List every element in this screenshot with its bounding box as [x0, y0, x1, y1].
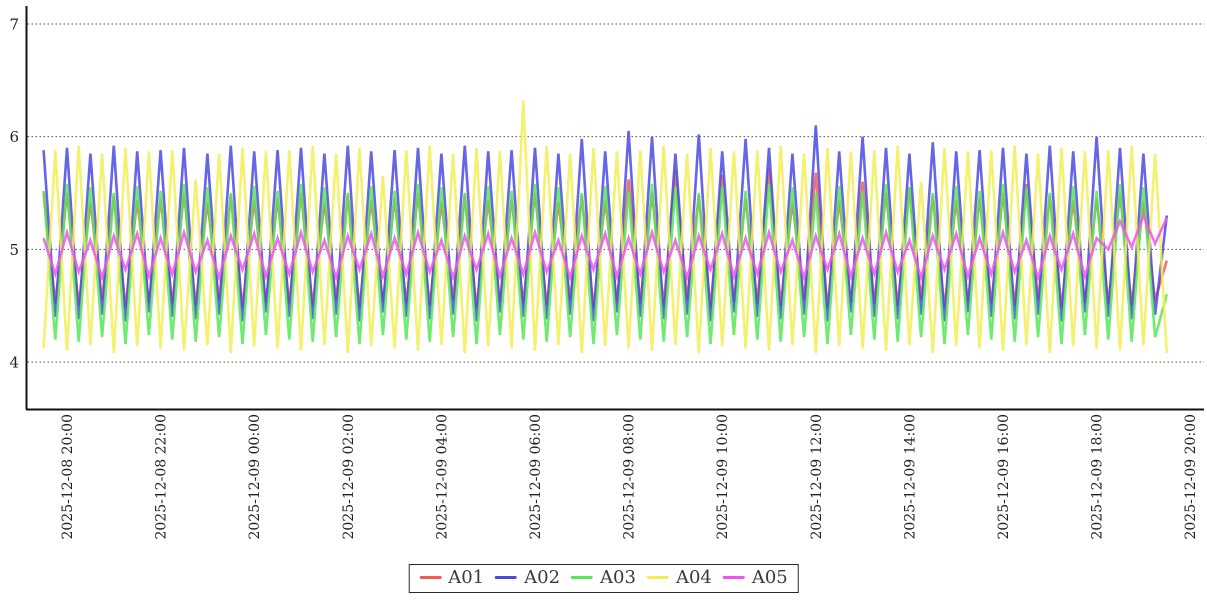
x-tick-label: 2025-12-09 00:00: [247, 414, 263, 540]
legend-label-a03: A03: [600, 567, 636, 588]
legend-swatch-a02: [495, 575, 518, 580]
legend-swatch-a05: [722, 575, 745, 580]
legend-label-a02: A02: [524, 567, 561, 588]
x-tick-label: 2025-12-09 18:00: [1090, 414, 1106, 540]
x-tick-label: 2025-12-08 20:00: [60, 414, 76, 540]
x-tick-label: 2025-12-09 14:00: [902, 414, 918, 540]
x-tick-label: 2025-12-09 10:00: [715, 414, 731, 540]
legend-swatch-a04: [646, 575, 669, 580]
x-tick-label: 2025-12-09 12:00: [809, 414, 825, 540]
series-line-a04: [42, 100, 1169, 354]
legend-item-a01: A01: [419, 567, 484, 588]
x-tick-label: 2025-12-09 16:00: [996, 414, 1012, 540]
series-line-a03: [42, 183, 1169, 345]
legend-item-a05: A05: [722, 567, 788, 588]
legend-item-a04: A04: [646, 567, 712, 588]
legend-label-a05: A05: [751, 567, 788, 588]
y-tick-label: 4: [9, 354, 19, 372]
x-tick-label: 2025-12-08 22:00: [154, 414, 170, 540]
series-line-a05: [42, 211, 1168, 283]
y-tick-label: 7: [9, 16, 19, 34]
x-tick-label: 2025-12-09 06:00: [528, 414, 544, 540]
legend-label-a04: A04: [675, 567, 712, 588]
x-tick-label: 2025-12-09 08:00: [622, 414, 638, 540]
x-tick-label: 2025-12-09 02:00: [341, 414, 357, 540]
y-tick-label: 5: [9, 241, 19, 259]
legend-item-a02: A02: [495, 567, 560, 588]
legend-swatch-a03: [571, 575, 594, 580]
legend-label-a01: A01: [448, 567, 485, 588]
line-chart-canvas: 4 5 6 7 2025-12-08 20:00 2025-12-08 22:00 2025…: [9, 6, 1204, 540]
series-line-a02: [42, 125, 1169, 322]
legend-item-a03: A03: [571, 567, 636, 588]
x-tick-label: 2025-12-09 20:00: [1183, 414, 1199, 540]
legend-swatch-a01: [419, 575, 442, 580]
chart-legend: A01 A02 A03 A04 A05: [408, 564, 799, 593]
x-tick-label: 2025-12-09 04:00: [434, 414, 450, 540]
y-tick-label: 6: [9, 128, 19, 146]
